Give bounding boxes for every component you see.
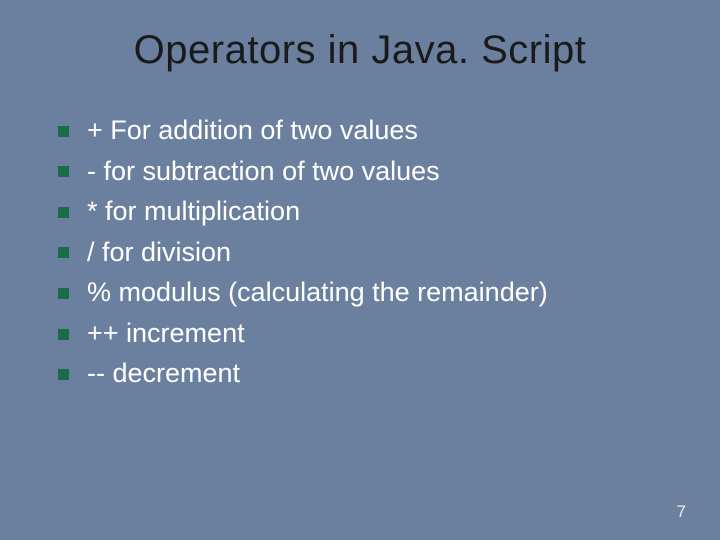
list-item: -- decrement [58, 356, 680, 391]
slide-title: Operators in Java. Script [40, 28, 680, 73]
bullet-text: ++ increment [87, 316, 245, 351]
bullet-text: -- decrement [87, 356, 240, 391]
square-bullet-icon [58, 207, 69, 218]
bullet-text: + For addition of two values [87, 113, 418, 148]
list-item: % modulus (calculating the remainder) [58, 275, 680, 310]
bullet-list: + For addition of two values - for subtr… [40, 113, 680, 391]
bullet-text: / for division [87, 235, 231, 270]
square-bullet-icon [58, 166, 69, 177]
list-item: * for multiplication [58, 194, 680, 229]
list-item: - for subtraction of two values [58, 154, 680, 189]
bullet-text: * for multiplication [87, 194, 300, 229]
square-bullet-icon [58, 247, 69, 258]
bullet-text: % modulus (calculating the remainder) [87, 275, 548, 310]
slide: Operators in Java. Script + For addition… [0, 0, 720, 540]
bullet-text: - for subtraction of two values [87, 154, 440, 189]
square-bullet-icon [58, 369, 69, 380]
page-number: 7 [677, 502, 686, 522]
square-bullet-icon [58, 329, 69, 340]
list-item: / for division [58, 235, 680, 270]
square-bullet-icon [58, 288, 69, 299]
list-item: + For addition of two values [58, 113, 680, 148]
list-item: ++ increment [58, 316, 680, 351]
square-bullet-icon [58, 126, 69, 137]
